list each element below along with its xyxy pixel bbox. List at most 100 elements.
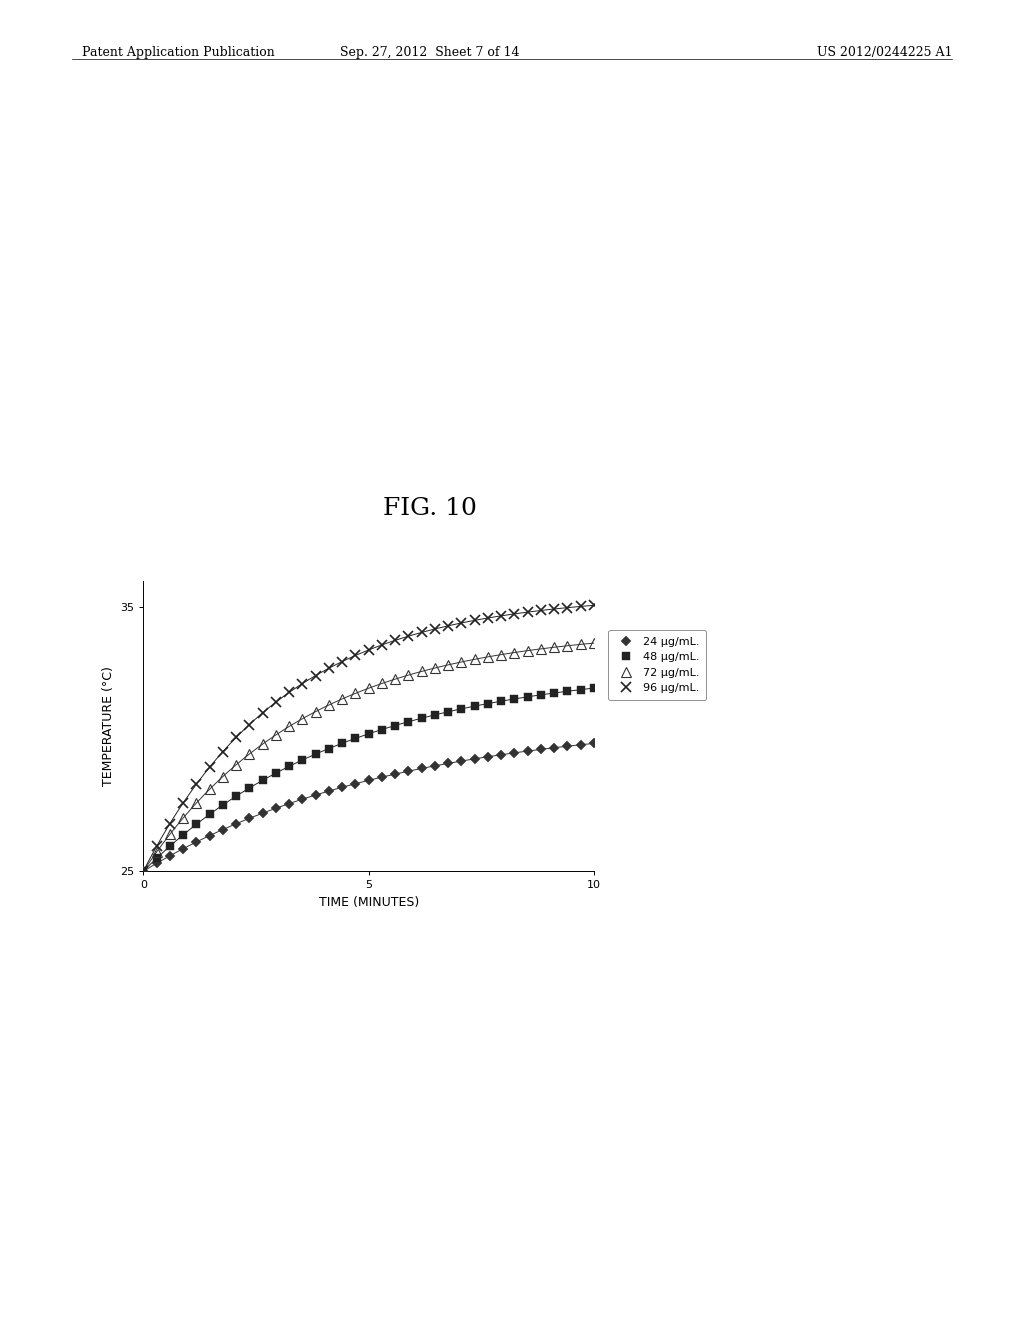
- 72 μg/mL.: [429, 660, 441, 676]
- Line: 48 μg/mL.: 48 μg/mL.: [139, 684, 598, 875]
- 96 μg/mL.: [561, 599, 573, 615]
- 48 μg/mL.: [151, 850, 163, 866]
- 48 μg/mL.: [244, 780, 256, 796]
- 24 μg/mL.: [416, 760, 428, 776]
- 96 μg/mL.: [244, 717, 256, 733]
- 72 μg/mL.: [508, 644, 520, 660]
- 72 μg/mL.: [362, 680, 375, 696]
- 24 μg/mL.: [256, 805, 268, 821]
- 96 μg/mL.: [548, 601, 560, 616]
- 96 μg/mL.: [495, 609, 507, 624]
- 72 μg/mL.: [389, 671, 401, 686]
- 24 μg/mL.: [376, 770, 388, 785]
- Y-axis label: TEMPERATURE (°C): TEMPERATURE (°C): [101, 667, 115, 785]
- 48 μg/mL.: [217, 797, 229, 813]
- 24 μg/mL.: [442, 755, 455, 771]
- 72 μg/mL.: [469, 651, 481, 667]
- 72 μg/mL.: [336, 690, 348, 706]
- 24 μg/mL.: [164, 847, 176, 863]
- 24 μg/mL.: [548, 739, 560, 755]
- 48 μg/mL.: [323, 741, 335, 756]
- 72 μg/mL.: [588, 635, 600, 651]
- 48 μg/mL.: [137, 863, 150, 879]
- 48 μg/mL.: [256, 772, 268, 788]
- 96 μg/mL.: [469, 612, 481, 628]
- 24 μg/mL.: [190, 834, 203, 850]
- 72 μg/mL.: [204, 781, 216, 797]
- 96 μg/mL.: [456, 615, 468, 631]
- 72 μg/mL.: [323, 697, 335, 713]
- 96 μg/mL.: [508, 606, 520, 622]
- 96 μg/mL.: [588, 598, 600, 614]
- 72 μg/mL.: [574, 636, 587, 652]
- 24 μg/mL.: [588, 735, 600, 751]
- 72 μg/mL.: [256, 737, 268, 752]
- 48 μg/mL.: [495, 693, 507, 709]
- 48 μg/mL.: [416, 710, 428, 726]
- 96 μg/mL.: [269, 694, 282, 710]
- 96 μg/mL.: [230, 730, 243, 746]
- 72 μg/mL.: [151, 843, 163, 859]
- 24 μg/mL.: [349, 776, 361, 792]
- 72 μg/mL.: [481, 649, 494, 665]
- 48 μg/mL.: [442, 704, 455, 719]
- 24 μg/mL.: [217, 821, 229, 837]
- 96 μg/mL.: [190, 776, 203, 792]
- 48 μg/mL.: [177, 826, 189, 842]
- Line: 96 μg/mL.: 96 μg/mL.: [138, 601, 599, 876]
- 24 μg/mL.: [521, 743, 534, 759]
- 48 μg/mL.: [561, 684, 573, 700]
- 96 μg/mL.: [204, 759, 216, 775]
- 96 μg/mL.: [309, 668, 322, 684]
- 24 μg/mL.: [429, 758, 441, 774]
- 72 μg/mL.: [402, 667, 415, 682]
- 24 μg/mL.: [137, 863, 150, 879]
- 24 μg/mL.: [362, 772, 375, 788]
- 24 μg/mL.: [296, 791, 308, 807]
- 48 μg/mL.: [389, 718, 401, 734]
- 72 μg/mL.: [283, 718, 295, 734]
- 72 μg/mL.: [269, 727, 282, 743]
- 96 μg/mL.: [164, 816, 176, 832]
- 24 μg/mL.: [389, 766, 401, 781]
- 48 μg/mL.: [574, 681, 587, 697]
- 96 μg/mL.: [481, 610, 494, 626]
- 48 μg/mL.: [204, 807, 216, 822]
- 72 μg/mL.: [548, 639, 560, 655]
- 48 μg/mL.: [164, 838, 176, 854]
- 48 μg/mL.: [469, 698, 481, 714]
- 24 μg/mL.: [309, 787, 322, 803]
- 24 μg/mL.: [535, 742, 547, 758]
- 48 μg/mL.: [429, 708, 441, 723]
- 24 μg/mL.: [177, 841, 189, 857]
- 96 μg/mL.: [416, 624, 428, 640]
- 48 μg/mL.: [230, 788, 243, 804]
- 24 μg/mL.: [336, 779, 348, 795]
- Text: FIG. 10: FIG. 10: [383, 496, 477, 520]
- 72 μg/mL.: [442, 657, 455, 673]
- 96 μg/mL.: [429, 620, 441, 636]
- 96 μg/mL.: [442, 618, 455, 634]
- 96 μg/mL.: [323, 660, 335, 676]
- 48 μg/mL.: [269, 766, 282, 781]
- Text: Patent Application Publication: Patent Application Publication: [82, 46, 274, 59]
- 96 μg/mL.: [336, 653, 348, 669]
- 48 μg/mL.: [548, 685, 560, 701]
- Legend: 24 μg/mL., 48 μg/mL., 72 μg/mL., 96 μg/mL.: 24 μg/mL., 48 μg/mL., 72 μg/mL., 96 μg/m…: [608, 630, 707, 700]
- Text: Sep. 27, 2012  Sheet 7 of 14: Sep. 27, 2012 Sheet 7 of 14: [340, 46, 520, 59]
- 48 μg/mL.: [508, 690, 520, 706]
- 72 μg/mL.: [164, 826, 176, 842]
- 72 μg/mL.: [495, 647, 507, 663]
- 24 μg/mL.: [495, 747, 507, 763]
- 72 μg/mL.: [230, 756, 243, 772]
- 48 μg/mL.: [283, 759, 295, 775]
- 96 μg/mL.: [283, 685, 295, 701]
- 96 μg/mL.: [256, 705, 268, 721]
- 48 μg/mL.: [588, 680, 600, 696]
- 48 μg/mL.: [456, 701, 468, 717]
- 24 μg/mL.: [230, 816, 243, 832]
- Line: 72 μg/mL.: 72 μg/mL.: [138, 639, 599, 876]
- 72 μg/mL.: [309, 704, 322, 719]
- 48 μg/mL.: [190, 816, 203, 832]
- 24 μg/mL.: [323, 783, 335, 799]
